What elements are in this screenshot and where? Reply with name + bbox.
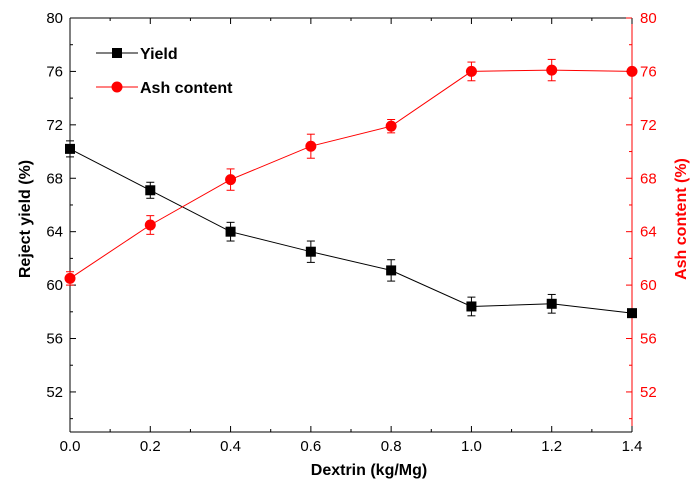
data-point bbox=[546, 298, 557, 309]
data-point bbox=[65, 143, 75, 154]
series-line bbox=[69, 69, 633, 279]
left-y-tick-label: 64 bbox=[46, 224, 63, 241]
left-y-tick-label: 76 bbox=[46, 63, 63, 80]
legend-ash-marker bbox=[111, 81, 123, 93]
data-point bbox=[626, 65, 638, 77]
legend-yield-label: Yield bbox=[140, 46, 178, 63]
right-axis-title: Ash content (%) bbox=[673, 158, 690, 280]
legend: Yield Ash content bbox=[96, 46, 233, 97]
left-y-tick-label: 72 bbox=[46, 117, 63, 134]
series-line bbox=[69, 148, 633, 314]
left-y-tick-label: 68 bbox=[46, 170, 63, 187]
left-y-tick-label: 80 bbox=[46, 10, 63, 27]
left-y-tick-label: 56 bbox=[46, 331, 63, 348]
data-point bbox=[385, 120, 397, 132]
right-y-tick-label: 76 bbox=[640, 63, 657, 80]
x-tick-label: 0.8 bbox=[381, 438, 402, 455]
series-yield bbox=[65, 140, 637, 319]
left-y-tick-label: 60 bbox=[46, 277, 63, 294]
right-y-tick-label: 68 bbox=[640, 170, 657, 187]
right-y-tick-label: 52 bbox=[640, 384, 657, 401]
data-point bbox=[466, 301, 477, 312]
right-y-tick-label: 64 bbox=[640, 224, 657, 241]
x-tick-label: 1.4 bbox=[622, 438, 643, 455]
data-point bbox=[145, 185, 156, 196]
data-point bbox=[546, 64, 558, 76]
x-axis-title: Dextrin (kg/Mg) bbox=[311, 462, 427, 479]
data-point bbox=[627, 308, 637, 319]
x-tick-label: 0.0 bbox=[60, 438, 81, 455]
data-point bbox=[465, 65, 477, 77]
series-layer bbox=[64, 58, 638, 319]
data-point bbox=[305, 246, 316, 257]
x-tick-label: 0.6 bbox=[300, 438, 321, 455]
ticks-layer: 0.0 0.2 0.4 0.6 0.8 1.0 1.2 1.4 52 56 60 64 68 72 76 80… bbox=[46, 10, 656, 455]
data-point bbox=[225, 174, 237, 186]
x-tick-label: 0.2 bbox=[140, 438, 161, 455]
data-point bbox=[386, 265, 397, 276]
right-y-tick-label: 80 bbox=[640, 10, 657, 27]
legend-entry-ash-content: Ash content bbox=[96, 80, 233, 97]
legend-ash-label: Ash content bbox=[140, 80, 233, 97]
right-y-tick-label: 60 bbox=[640, 277, 657, 294]
right-y-tick-label: 56 bbox=[640, 331, 657, 348]
series-ash-content bbox=[64, 58, 638, 286]
data-point bbox=[225, 226, 236, 237]
data-point bbox=[144, 219, 156, 231]
legend-yield-marker bbox=[112, 48, 122, 58]
data-point bbox=[64, 272, 76, 284]
data-point bbox=[305, 140, 317, 152]
x-tick-label: 1.2 bbox=[541, 438, 562, 455]
left-y-tick-label: 52 bbox=[46, 384, 63, 401]
right-y-tick-label: 72 bbox=[640, 117, 657, 134]
left-axis-title: Reject yield (%) bbox=[17, 160, 34, 278]
x-tick-label: 0.4 bbox=[220, 438, 241, 455]
legend-entry-yield: Yield bbox=[96, 46, 178, 63]
x-tick-label: 1.0 bbox=[461, 438, 482, 455]
